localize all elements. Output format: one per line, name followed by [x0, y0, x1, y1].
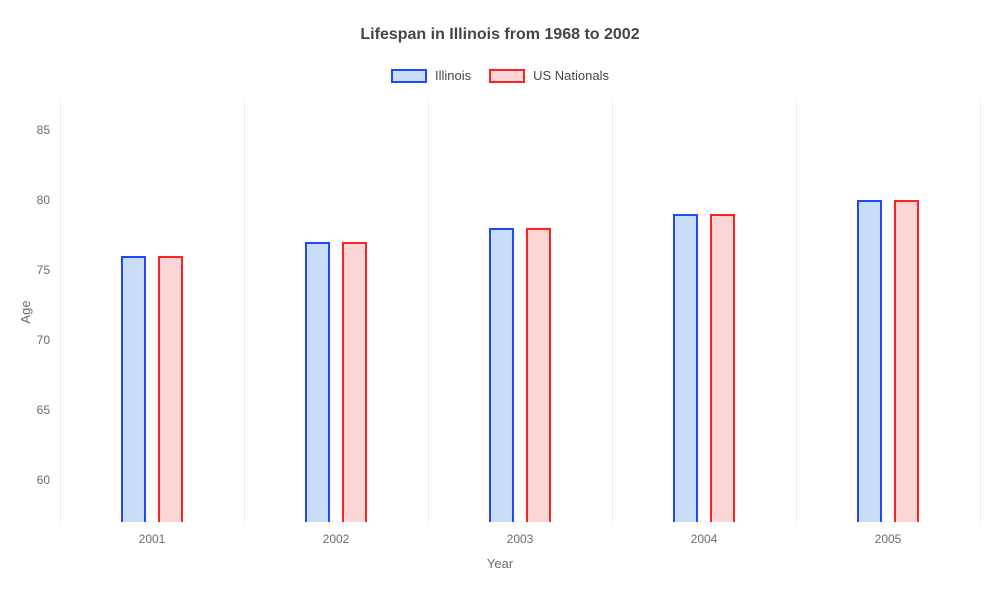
chart-legend: Illinois US Nationals — [0, 68, 1000, 83]
gridline — [612, 102, 613, 522]
x-tick-label: 2001 — [139, 522, 166, 546]
bar-us-nationals — [158, 256, 183, 522]
legend-swatch-us-nationals — [489, 69, 525, 83]
bar-illinois — [857, 200, 882, 522]
gridline — [244, 102, 245, 522]
x-tick-label: 2005 — [875, 522, 902, 546]
y-tick-label: 70 — [37, 333, 60, 347]
gridline — [428, 102, 429, 522]
y-axis-label: Age — [18, 300, 33, 323]
y-tick-label: 65 — [37, 403, 60, 417]
y-tick-label: 85 — [37, 123, 60, 137]
x-tick-label: 2004 — [691, 522, 718, 546]
bar-us-nationals — [526, 228, 551, 522]
bar-illinois — [673, 214, 698, 522]
y-tick-label: 60 — [37, 473, 60, 487]
bar-illinois — [305, 242, 330, 522]
x-tick-label: 2003 — [507, 522, 534, 546]
y-tick-label: 75 — [37, 263, 60, 277]
bar-us-nationals — [894, 200, 919, 522]
legend-item-us-nationals: US Nationals — [489, 68, 609, 83]
x-tick-label: 2002 — [323, 522, 350, 546]
legend-label: US Nationals — [533, 68, 609, 83]
bar-us-nationals — [710, 214, 735, 522]
gridline — [796, 102, 797, 522]
legend-label: Illinois — [435, 68, 471, 83]
bar-illinois — [121, 256, 146, 522]
legend-swatch-illinois — [391, 69, 427, 83]
lifespan-bar-chart: Lifespan in Illinois from 1968 to 2002 I… — [0, 0, 1000, 600]
x-axis-label: Year — [0, 556, 1000, 571]
chart-title: Lifespan in Illinois from 1968 to 2002 — [0, 26, 1000, 44]
legend-item-illinois: Illinois — [391, 68, 471, 83]
gridline — [980, 102, 981, 522]
y-tick-label: 80 — [37, 193, 60, 207]
gridline — [60, 102, 61, 522]
plot-area: 60657075808520012002200320042005 — [60, 102, 980, 522]
bar-illinois — [489, 228, 514, 522]
bar-us-nationals — [342, 242, 367, 522]
